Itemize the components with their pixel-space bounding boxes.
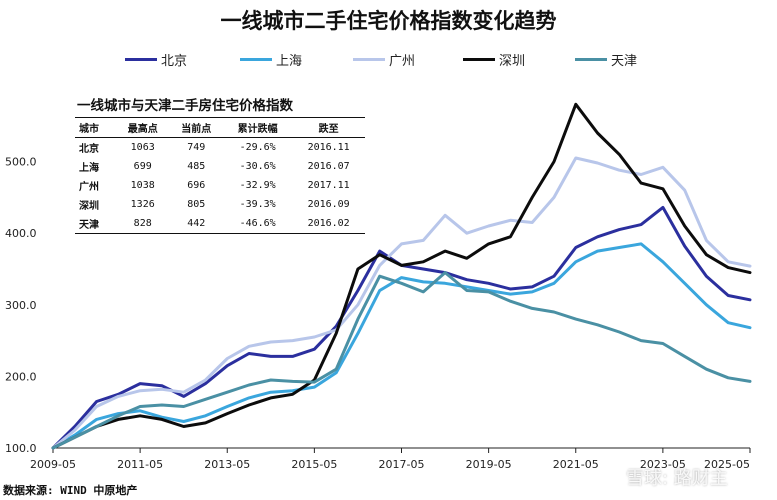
chart-title: 一线城市二手住宅价格指数变化趋势 (220, 8, 557, 33)
y-tick-label: 200.0 (5, 370, 37, 383)
x-tick-label: 2009-05 (30, 458, 76, 471)
table-cell: 696 (187, 180, 206, 191)
table-header-cell: 最高点 (115, 117, 170, 138)
table-cell: 广州 (79, 182, 99, 193)
table-cell: 北京 (79, 144, 99, 155)
summary-table-panel: 一线城市与天津二手房住宅价格指数 城市 最高点 当前点 累计跌幅 跌至 北京 1063 74… (75, 94, 365, 234)
table-cell: 天津 (79, 220, 99, 231)
series-line (51, 102, 752, 450)
table-cell: -32.9% (239, 180, 276, 191)
table-cell: 2016.11 (307, 142, 350, 153)
table-cell: 1326 (130, 199, 155, 210)
table-row: 广州 1038 696 -32.9% 2017.11 (75, 176, 365, 195)
x-tick-label: 2023-05 (640, 458, 686, 471)
x-tick-label: 2019-05 (466, 458, 512, 471)
table-cell: -39.3% (239, 199, 276, 210)
table-cell: 749 (187, 142, 206, 153)
table-cell: 1063 (130, 142, 155, 153)
table-header-cell: 累计跌幅 (223, 117, 293, 138)
legend-swatch (125, 58, 157, 61)
summary-table-body: 北京 1063 749 -29.6% 2016.11 上海 699 485 -30.6% 2016… (75, 138, 365, 234)
legend-label: 广州 (389, 54, 416, 69)
y-tick-label: 300.0 (5, 299, 37, 312)
legend-label: 北京 (161, 54, 188, 69)
y-tick-label: 500.0 (5, 156, 37, 169)
table-cell: -46.6% (239, 218, 276, 229)
x-tick-label: 2021-05 (553, 458, 599, 471)
table-header-cell: 当前点 (169, 117, 223, 138)
table-cell: 2017.11 (307, 180, 350, 191)
legend-swatch (575, 58, 607, 61)
table-row: 北京 1063 749 -29.6% 2016.11 (75, 138, 365, 158)
legend-swatch (240, 58, 272, 61)
legend-label: 上海 (276, 54, 303, 69)
x-tick-label: 2017-05 (379, 458, 425, 471)
series-line (51, 271, 752, 450)
table-cell: 442 (187, 218, 206, 229)
table-cell: 699 (133, 161, 152, 172)
watermark: 雪球: 路财主 (596, 462, 776, 496)
data-source-note: 数据来源: WIND 中原地产 (3, 484, 138, 497)
table-cell: 2016.07 (307, 161, 350, 172)
table-row: 天津 828 442 -46.6% 2016.02 (75, 214, 365, 234)
y-tick-label: 100.0 (5, 442, 37, 455)
legend-swatch (353, 58, 385, 61)
table-header-cell: 城市 (75, 117, 116, 138)
table-cell: -30.6% (239, 161, 276, 172)
watermark-text: 雪球: 路财主 (626, 468, 728, 489)
summary-table: 城市 最高点 当前点 累计跌幅 跌至 北京 1063 749 -29.6% 2016.11 上海 6… (75, 117, 365, 234)
table-cell: 上海 (79, 163, 99, 174)
table-cell: 828 (133, 218, 152, 229)
table-row: 深圳 1326 805 -39.3% 2016.09 (75, 195, 365, 214)
table-cell: 深圳 (79, 201, 99, 212)
table-header-cell: 跌至 (292, 117, 365, 138)
x-tick-label: 2011-05 (117, 458, 163, 471)
table-cell: 1038 (130, 180, 155, 191)
table-row: 上海 699 485 -30.6% 2016.07 (75, 157, 365, 176)
x-tick-label: 2025-05 (704, 458, 750, 471)
table-cell: 805 (187, 199, 206, 210)
legend-label: 深圳 (499, 54, 526, 69)
table-cell: 2016.02 (307, 218, 350, 229)
y-tick-label: 400.0 (5, 227, 37, 240)
table-cell: -29.6% (239, 142, 276, 153)
legend-swatch (463, 58, 495, 61)
legend-label: 天津 (611, 54, 638, 69)
summary-table-header-row: 城市 最高点 当前点 累计跌幅 跌至 (75, 117, 365, 138)
series-line (51, 242, 752, 450)
summary-table-title: 一线城市与天津二手房住宅价格指数 (77, 98, 293, 114)
snowball-logo-icon (596, 462, 622, 488)
x-tick-label: 2013-05 (204, 458, 250, 471)
table-cell: 2016.09 (307, 199, 350, 210)
table-cell: 485 (187, 161, 206, 172)
x-tick-label: 2015-05 (291, 458, 337, 471)
